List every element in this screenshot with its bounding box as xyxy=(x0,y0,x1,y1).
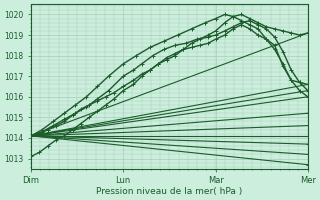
X-axis label: Pression niveau de la mer( hPa ): Pression niveau de la mer( hPa ) xyxy=(96,187,243,196)
